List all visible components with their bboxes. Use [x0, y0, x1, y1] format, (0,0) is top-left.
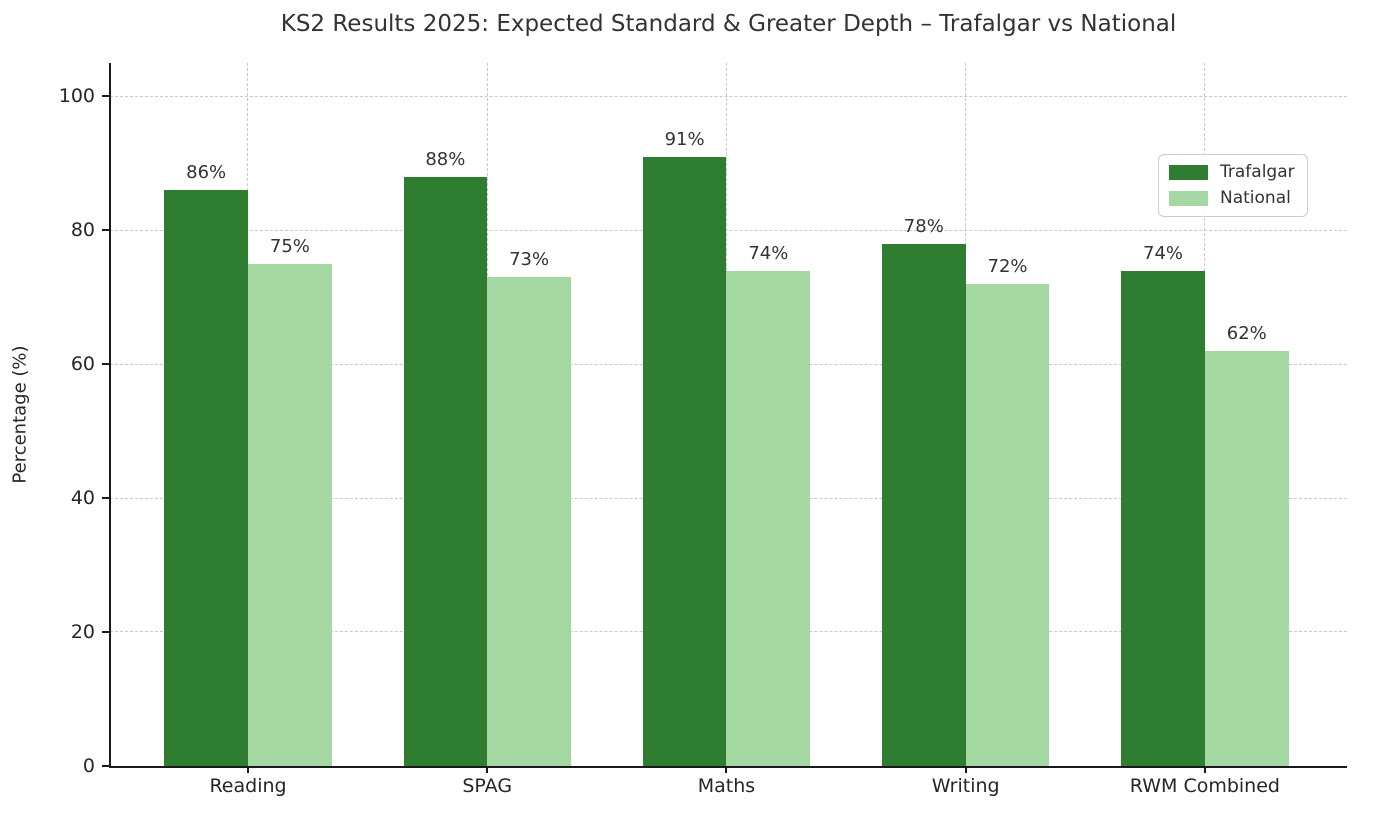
y-tick-mark — [102, 95, 109, 98]
legend-item-trafalgar: Trafalgar — [1169, 164, 1295, 181]
bar-national-reading — [248, 263, 332, 766]
x-tick-mark — [486, 768, 489, 773]
x-tick-mark — [247, 768, 250, 773]
x-axis-spine — [109, 766, 1347, 768]
y-tick-label: 0 — [82, 755, 95, 777]
x-tick-label-spag: SPAG — [462, 775, 513, 797]
y-tick-label: 60 — [70, 353, 95, 376]
value-label: 72% — [987, 255, 1028, 277]
bar-national-writing — [965, 283, 1050, 766]
legend-label: Trafalgar — [1220, 162, 1295, 182]
x-tick-label-maths: Maths — [697, 775, 756, 797]
x-tick-mark — [1203, 768, 1206, 773]
value-label: 74% — [1143, 242, 1184, 264]
x-tick-label-reading: Reading — [209, 775, 287, 797]
legend-label: National — [1220, 188, 1291, 208]
y-tick-mark — [102, 497, 109, 500]
value-label: 86% — [186, 162, 227, 184]
legend-swatch-icon — [1169, 165, 1208, 180]
bar-trafalgar-spag — [403, 176, 488, 766]
x-tick-label-rwm-combined: RWM Combined — [1129, 775, 1280, 797]
y-tick-mark — [102, 765, 109, 767]
y-axis-spine — [109, 63, 111, 768]
value-label: 74% — [748, 242, 789, 264]
y-tick-mark — [102, 631, 109, 634]
value-label: 88% — [425, 148, 466, 170]
y-tick-mark — [102, 229, 109, 232]
y-tick-label: 80 — [70, 219, 95, 242]
value-label: 78% — [903, 215, 944, 237]
bar-trafalgar-maths — [642, 156, 727, 766]
y-tick-label: 100 — [58, 85, 95, 108]
bar-national-maths — [726, 270, 811, 766]
bar-national-rwm-combined — [1204, 350, 1289, 766]
legend-swatch-icon — [1169, 191, 1208, 206]
legend: Trafalgar National — [1158, 154, 1308, 217]
legend-item-national: National — [1169, 190, 1295, 207]
chart-title: KS2 Results 2025: Expected Standard & Gr… — [280, 11, 1177, 37]
x-tick-mark — [725, 768, 728, 773]
value-label: 62% — [1226, 322, 1267, 344]
gridline-horizontal — [110, 95, 1347, 97]
x-tick-mark — [964, 768, 967, 773]
value-label: 75% — [269, 235, 310, 257]
y-tick-label: 40 — [70, 487, 95, 510]
y-tick-label: 20 — [70, 621, 95, 644]
x-tick-label-writing: Writing — [931, 775, 1000, 797]
value-label: 91% — [664, 128, 705, 150]
bar-trafalgar-reading — [164, 190, 249, 766]
y-axis-label: Percentage (%) — [9, 345, 31, 484]
bar-trafalgar-writing — [881, 243, 966, 766]
bar-national-spag — [487, 277, 571, 766]
bar-trafalgar-rwm-combined — [1121, 270, 1205, 766]
y-tick-mark — [102, 363, 109, 366]
value-label: 73% — [509, 249, 550, 271]
gridline-horizontal — [110, 229, 1347, 231]
